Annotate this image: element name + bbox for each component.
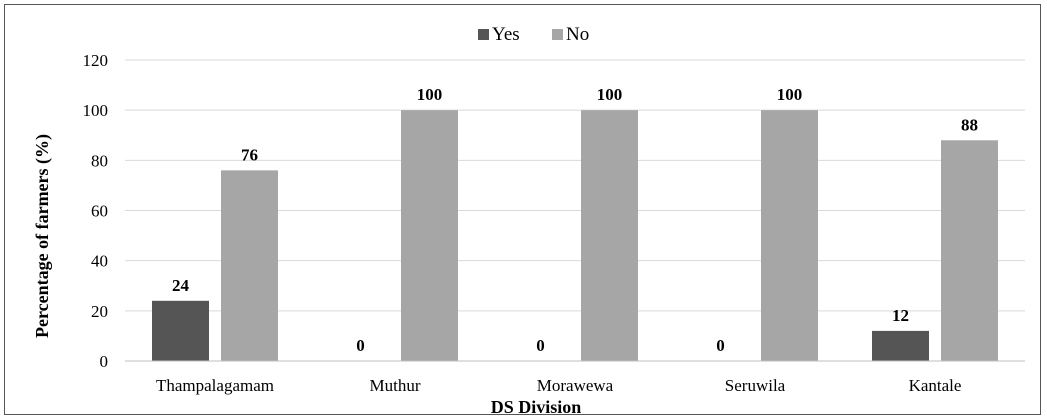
data-labels: 24 76 0 100 0 100 0 100 12 88 (172, 85, 978, 355)
y-tick-label-0: 0 (100, 352, 109, 371)
legend-swatch-no (552, 29, 563, 40)
y-tick-label-80: 80 (91, 151, 108, 170)
y-axis-ticks: 0 20 40 60 80 100 120 (83, 51, 109, 371)
data-label-no-thampalagamam: 76 (241, 145, 258, 164)
x-tick-label-thampalagamam: Thampalagamam (156, 376, 274, 395)
x-axis-ticks: Thampalagamam Muthur Morawewa Seruwila Kanta… (156, 376, 961, 395)
y-tick-label-40: 40 (91, 252, 108, 271)
legend-label-no: No (566, 24, 589, 45)
data-label-no-kantale: 88 (961, 115, 978, 134)
bar-no-morawewa (581, 110, 638, 362)
data-label-no-muthur: 100 (417, 85, 443, 104)
bar-yes-kantale (872, 330, 929, 361)
y-tick-label-20: 20 (91, 302, 108, 321)
data-label-yes-kantale: 12 (892, 306, 909, 325)
data-label-yes-muthur: 0 (356, 336, 365, 355)
x-tick-label-seruwila: Seruwila (725, 376, 786, 395)
data-label-yes-thampalagamam: 24 (172, 276, 190, 295)
x-tick-label-kantale: Kantale (909, 376, 962, 395)
bar-no-seruwila (761, 110, 818, 362)
x-tick-label-morawewa: Morawewa (537, 376, 614, 395)
x-axis-title: DS Division (491, 397, 582, 417)
data-label-yes-morawewa: 0 (536, 336, 545, 355)
bar-no-thampalagamam (221, 170, 278, 361)
y-tick-label-100: 100 (83, 101, 109, 120)
legend: Yes No (478, 24, 589, 45)
bars (152, 110, 998, 362)
data-label-no-morawewa: 100 (597, 85, 623, 104)
bar-no-kantale (941, 140, 998, 361)
y-axis-title: Percentage of farmers (%) (32, 134, 53, 338)
data-label-no-seruwila: 100 (777, 85, 803, 104)
legend-swatch-yes (478, 29, 489, 40)
data-label-yes-seruwila: 0 (716, 336, 725, 355)
y-tick-label-120: 120 (83, 51, 109, 70)
x-tick-label-muthur: Muthur (370, 376, 421, 395)
bar-yes-thampalagamam (152, 300, 209, 361)
legend-label-yes: Yes (492, 24, 520, 45)
y-tick-label-60: 60 (91, 202, 108, 221)
bar-no-muthur (401, 110, 458, 362)
